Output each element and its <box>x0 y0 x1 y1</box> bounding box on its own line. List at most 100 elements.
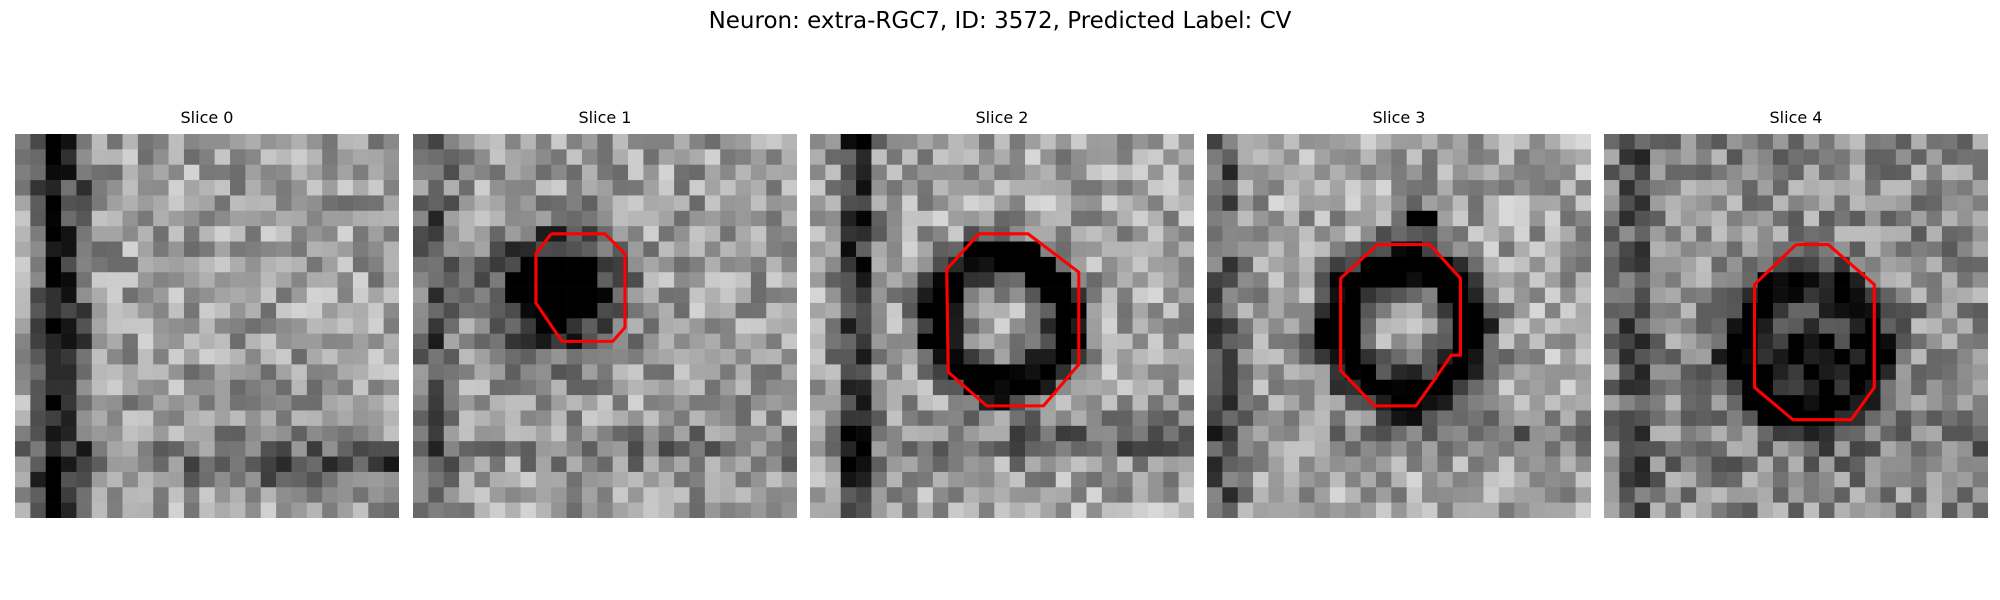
pixel-cell <box>1926 210 1943 227</box>
pixel-cell <box>902 395 918 411</box>
pixel-cell <box>658 379 675 396</box>
pixel-cell <box>1406 272 1423 288</box>
pixel-cell <box>1926 287 1943 304</box>
pixel-cell <box>91 364 108 381</box>
pixel-cell <box>1604 471 1620 488</box>
pixel-cell <box>1132 410 1149 427</box>
pixel-cell <box>750 210 767 227</box>
pixel-cell <box>1634 164 1651 181</box>
pixel-cell <box>535 379 552 396</box>
pixel-cell <box>1498 456 1515 473</box>
pixel-cell <box>520 287 537 304</box>
pixel-cell <box>1132 134 1149 150</box>
pixel-cell <box>153 364 169 381</box>
pixel-cell <box>291 272 308 288</box>
pixel-cell <box>1957 272 1973 288</box>
pixel-cell <box>1711 364 1728 381</box>
pixel-cell <box>45 395 62 411</box>
pixel-cell <box>428 379 445 396</box>
pixel-cell <box>1680 164 1697 181</box>
pixel-cell <box>107 487 123 503</box>
pixel-cell <box>917 164 934 181</box>
pixel-cell <box>781 272 797 288</box>
pixel-cell <box>1345 379 1361 396</box>
pixel-cell <box>551 349 567 365</box>
pixel-cell <box>1941 364 1958 381</box>
pixel-cell <box>825 318 842 334</box>
pixel-cell <box>1178 441 1194 457</box>
pixel-cell <box>810 502 826 518</box>
pixel-cell <box>581 441 598 457</box>
pixel-cell <box>306 256 323 273</box>
pixel-cell <box>704 379 721 396</box>
pixel-cell <box>214 502 231 518</box>
pixel-cell <box>1299 471 1315 488</box>
pixel-cell <box>260 272 277 288</box>
pixel-cell <box>658 226 675 242</box>
pixel-cell <box>1086 349 1103 365</box>
pixel-cell <box>1071 210 1087 227</box>
pixel-cell <box>1619 425 1636 442</box>
pixel-cell <box>810 195 826 212</box>
pixel-cell <box>1880 471 1897 488</box>
pixel-cell <box>276 226 292 242</box>
pixel-cell <box>1726 226 1743 242</box>
pixel-cell <box>840 164 857 181</box>
pixel-cell <box>1788 287 1804 304</box>
pixel-cell <box>781 441 797 457</box>
pixel-cell <box>153 195 169 212</box>
pixel-cell <box>91 333 108 350</box>
pixel-cell <box>1101 241 1118 258</box>
pixel-cell <box>1834 333 1851 350</box>
pixel-cell <box>1911 210 1927 227</box>
pixel-cell <box>1544 210 1561 227</box>
pixel-cell <box>1253 441 1269 457</box>
pixel-cell <box>291 164 308 181</box>
pixel-cell <box>1742 134 1758 150</box>
pixel-cell <box>597 302 613 319</box>
pixel-cell <box>291 195 308 212</box>
pixel-cell <box>1772 149 1789 166</box>
pixel-cell <box>1665 164 1682 181</box>
pixel-cell <box>1178 241 1194 258</box>
pixel-cell <box>1819 149 1835 166</box>
pixel-cell <box>886 210 903 227</box>
pixel-cell <box>61 349 77 365</box>
pixel-cell <box>1147 180 1164 196</box>
pixel-cell <box>1726 210 1743 227</box>
pixel-cell <box>474 226 491 242</box>
pixel-cell <box>825 425 842 442</box>
pixel-cell <box>183 318 200 334</box>
pixel-cell <box>994 487 1010 503</box>
pixel-cell <box>230 441 246 457</box>
pixel-cell <box>658 456 675 473</box>
pixel-cell <box>306 333 323 350</box>
pixel-cell <box>689 364 706 381</box>
pixel-cell <box>689 425 706 442</box>
pixel-cell <box>428 287 445 304</box>
pixel-cell <box>735 471 752 488</box>
pixel-cell <box>276 364 292 381</box>
pixel-cell <box>1147 456 1164 473</box>
pixel-cell <box>1422 256 1438 273</box>
pixel-cell <box>15 287 31 304</box>
pixel-cell <box>1329 471 1346 488</box>
pixel-cell <box>810 149 826 166</box>
pixel-cell <box>30 456 47 473</box>
pixel-cell <box>674 272 690 288</box>
pixel-cell <box>1696 379 1712 396</box>
pixel-cell <box>260 241 277 258</box>
pixel-cell <box>1437 410 1454 427</box>
pixel-cell <box>750 349 767 365</box>
pixel-cell <box>1345 502 1361 518</box>
pixel-cell <box>1957 487 1973 503</box>
pixel-cell <box>932 395 949 411</box>
pixel-cell <box>1849 441 1866 457</box>
pixel-cell <box>260 333 277 350</box>
pixel-cell <box>948 287 964 304</box>
pixel-cell <box>1911 487 1927 503</box>
pixel-cell <box>1819 333 1835 350</box>
pixel-cell <box>107 287 123 304</box>
pixel-cell <box>781 425 797 442</box>
pixel-cell <box>766 318 782 334</box>
